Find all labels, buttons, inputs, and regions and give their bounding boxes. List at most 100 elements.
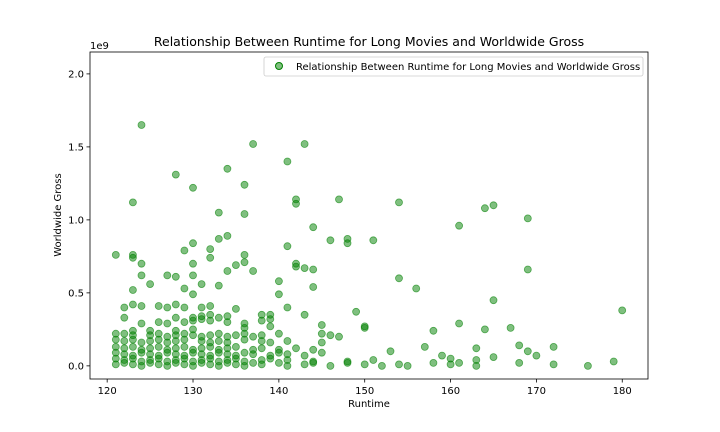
data-point	[300, 264, 309, 273]
data-point	[154, 342, 163, 351]
data-point	[266, 322, 275, 331]
data-point	[163, 361, 172, 370]
data-point	[111, 360, 120, 369]
data-point	[137, 348, 146, 357]
data-point	[412, 284, 421, 293]
data-point	[274, 348, 283, 357]
y-tick-label: 0.0	[68, 361, 84, 372]
legend-marker	[275, 62, 283, 70]
data-point	[618, 306, 627, 315]
x-tick-label: 170	[527, 386, 546, 397]
x-tick-label: 130	[183, 386, 202, 397]
plot-frame	[89, 51, 649, 380]
y-scale-note: 1e9	[90, 41, 109, 52]
data-point	[377, 361, 386, 370]
data-point	[283, 303, 292, 312]
data-point	[240, 180, 249, 189]
data-point	[480, 325, 489, 334]
data-point	[309, 358, 318, 367]
x-tick-label: 180	[613, 386, 632, 397]
data-point	[189, 183, 197, 192]
data-point	[223, 267, 232, 275]
data-point	[128, 253, 137, 262]
data-point	[249, 267, 258, 275]
data-point	[223, 358, 232, 367]
data-point	[231, 342, 240, 351]
data-point	[300, 351, 309, 360]
data-point	[489, 201, 498, 210]
data-point	[309, 283, 318, 291]
data-point	[128, 342, 137, 351]
data-point	[189, 271, 197, 280]
data-point	[429, 326, 438, 335]
data-point	[163, 319, 172, 328]
y-tick-label: 1.0	[68, 215, 84, 226]
data-point	[163, 348, 172, 357]
data-point	[214, 313, 223, 322]
data-point	[180, 246, 189, 255]
data-point	[292, 262, 300, 271]
data-point	[180, 360, 189, 369]
data-point	[549, 360, 558, 369]
data-point	[369, 236, 378, 245]
data-point	[420, 342, 429, 351]
x-axis-label: Runtime	[348, 399, 390, 410]
data-point	[128, 335, 137, 344]
data-point	[300, 140, 309, 148]
data-point	[360, 360, 369, 369]
data-point	[206, 342, 215, 351]
data-point	[240, 210, 249, 218]
data-point	[128, 286, 137, 294]
data-point	[163, 303, 172, 312]
data-point	[523, 214, 532, 223]
y-tick-label: 2.0	[68, 69, 84, 80]
data-point	[146, 337, 155, 345]
data-point	[584, 361, 592, 370]
data-point	[206, 360, 215, 369]
data-point	[257, 316, 266, 325]
data-point	[137, 259, 146, 268]
data-point	[249, 332, 258, 341]
data-point	[223, 231, 232, 240]
data-point	[137, 121, 146, 129]
data-point	[171, 358, 180, 367]
data-point	[240, 361, 249, 370]
data-point	[128, 198, 137, 207]
data-point	[266, 315, 275, 324]
data-point	[532, 351, 541, 360]
data-point	[292, 199, 300, 208]
x-tick-label: 140	[269, 386, 288, 397]
data-point	[120, 358, 129, 367]
data-point	[257, 360, 266, 369]
legend-label: Relationship Between Runtime for Long Mo…	[296, 62, 640, 73]
data-point	[180, 342, 189, 351]
data-point	[335, 332, 343, 341]
data-point	[292, 344, 300, 353]
x-tick-label: 160	[441, 386, 460, 397]
y-tick-label: 1.5	[68, 142, 84, 153]
data-point	[189, 316, 197, 325]
data-point	[189, 239, 197, 248]
data-point	[240, 335, 249, 344]
data-point	[326, 331, 335, 340]
data-point	[429, 358, 438, 367]
data-point	[189, 259, 197, 268]
data-point	[317, 329, 326, 338]
data-point	[154, 318, 163, 327]
data-point	[257, 344, 266, 353]
data-point	[120, 313, 129, 322]
data-point	[214, 361, 223, 370]
y-axis-label: Worldwide Gross	[53, 173, 64, 256]
data-point	[438, 351, 446, 360]
data-point	[214, 281, 223, 290]
data-point	[300, 310, 309, 319]
data-point	[189, 348, 197, 357]
data-point	[523, 265, 532, 274]
data-point	[386, 347, 395, 356]
x-axis-ticks: 120 130 140 150 160 170 180	[98, 379, 632, 397]
data-point	[146, 358, 155, 367]
data-point	[266, 354, 275, 363]
data-point	[257, 337, 266, 345]
data-point	[283, 242, 292, 251]
